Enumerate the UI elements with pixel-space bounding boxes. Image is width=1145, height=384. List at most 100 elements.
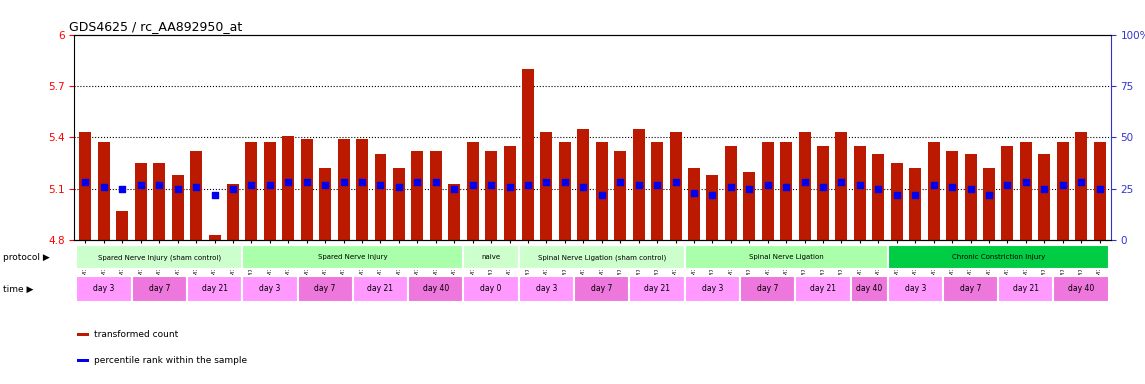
Bar <box>135 163 147 240</box>
Bar <box>190 151 203 240</box>
Point <box>353 179 371 185</box>
Text: percentile rank within the sample: percentile rank within the sample <box>94 356 247 365</box>
Bar <box>887 245 1108 270</box>
Bar <box>740 276 796 302</box>
Bar <box>909 168 922 240</box>
Text: naive: naive <box>482 254 500 260</box>
Text: day 3: day 3 <box>93 285 114 293</box>
Point <box>445 185 464 192</box>
Bar <box>706 175 718 240</box>
Bar <box>818 146 829 240</box>
Point <box>77 179 95 185</box>
Text: Spinal Nerve Ligation: Spinal Nerve Ligation <box>749 254 823 260</box>
Text: time ▶: time ▶ <box>3 285 34 293</box>
Point <box>906 192 924 198</box>
Point <box>261 182 279 188</box>
Text: day 21: day 21 <box>1013 285 1039 293</box>
Bar <box>172 175 183 240</box>
Bar <box>688 168 700 240</box>
Bar <box>652 142 663 240</box>
Bar <box>132 276 187 302</box>
Bar <box>448 184 460 240</box>
Point <box>611 179 630 185</box>
Point <box>464 182 482 188</box>
Bar <box>851 276 887 302</box>
Point <box>796 179 814 185</box>
Point <box>703 192 721 198</box>
Bar <box>891 163 902 240</box>
Bar <box>227 184 239 240</box>
Bar <box>796 276 851 302</box>
Point <box>427 179 445 185</box>
Point <box>777 184 796 190</box>
Bar <box>243 245 464 270</box>
Bar <box>77 359 89 362</box>
Bar <box>408 276 464 302</box>
Bar <box>872 154 884 240</box>
Bar <box>577 129 590 240</box>
Point <box>519 182 537 188</box>
Point <box>832 179 851 185</box>
Point <box>740 185 758 192</box>
Point <box>113 185 132 192</box>
Point <box>409 179 427 185</box>
Bar <box>595 142 608 240</box>
Bar <box>574 276 630 302</box>
Text: transformed count: transformed count <box>94 330 179 339</box>
Point <box>389 184 408 190</box>
Bar <box>243 276 298 302</box>
Bar <box>887 276 942 302</box>
Text: day 40: day 40 <box>1068 285 1095 293</box>
Bar <box>1002 146 1013 240</box>
Text: day 7: day 7 <box>149 285 169 293</box>
Point <box>1090 185 1108 192</box>
Point <box>150 182 168 188</box>
Text: day 40: day 40 <box>423 285 449 293</box>
Text: Spinal Nerve Ligation (sham control): Spinal Nerve Ligation (sham control) <box>538 254 666 260</box>
Bar <box>301 139 313 240</box>
Point <box>924 182 942 188</box>
Point <box>371 182 389 188</box>
Point <box>593 192 611 198</box>
Point <box>980 192 998 198</box>
Point <box>814 184 832 190</box>
Bar <box>245 142 258 240</box>
Point <box>555 179 574 185</box>
Bar <box>725 146 737 240</box>
Text: day 0: day 0 <box>481 285 502 293</box>
Text: day 3: day 3 <box>905 285 926 293</box>
Bar <box>263 142 276 240</box>
Bar <box>743 172 756 240</box>
Text: GDS4625 / rc_AA892950_at: GDS4625 / rc_AA892950_at <box>69 20 243 33</box>
Text: day 7: day 7 <box>757 285 779 293</box>
Point <box>887 192 906 198</box>
Bar <box>338 139 349 240</box>
Bar <box>519 245 685 270</box>
Bar <box>540 132 552 240</box>
Bar <box>353 276 408 302</box>
Point <box>132 182 150 188</box>
Text: day 3: day 3 <box>259 285 281 293</box>
Text: day 7: day 7 <box>591 285 613 293</box>
Bar <box>208 235 221 240</box>
Bar <box>798 132 811 240</box>
Point <box>298 179 316 185</box>
Text: Spared Nerve Injury (sham control): Spared Nerve Injury (sham control) <box>97 254 221 260</box>
Bar <box>1075 132 1087 240</box>
Bar <box>98 142 110 240</box>
Bar <box>1039 154 1050 240</box>
Text: day 3: day 3 <box>702 285 724 293</box>
Bar <box>319 168 331 240</box>
Bar <box>685 276 740 302</box>
Bar <box>780 142 792 240</box>
Bar <box>77 333 89 336</box>
Bar <box>630 276 685 302</box>
Bar <box>854 146 866 240</box>
Bar <box>982 168 995 240</box>
Point <box>168 185 187 192</box>
Bar <box>519 276 574 302</box>
Text: day 3: day 3 <box>536 285 558 293</box>
Bar <box>429 151 442 240</box>
Point <box>500 184 519 190</box>
Bar <box>77 245 243 270</box>
